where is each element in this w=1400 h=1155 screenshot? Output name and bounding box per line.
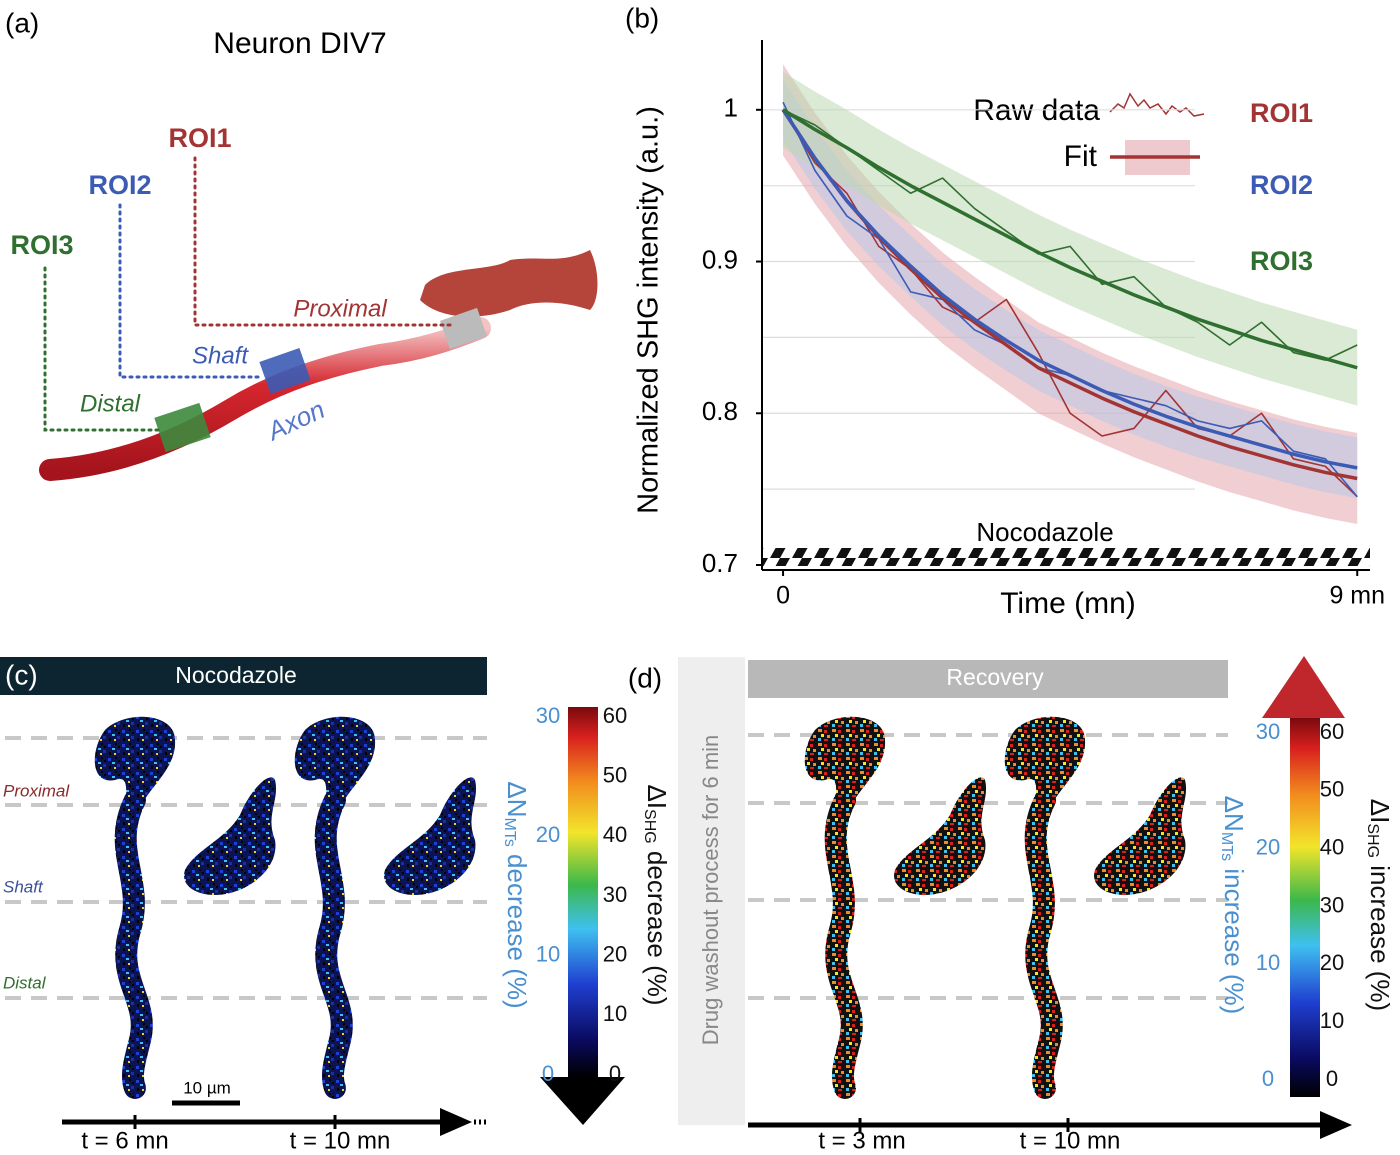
time-label: t = 6 mn (81, 1127, 168, 1154)
roi2-leader (118, 203, 264, 379)
legend-label: ROI1 (1250, 98, 1313, 128)
raw-data-line (782, 109, 1358, 498)
header-bar (48, 657, 487, 695)
header-bar (748, 660, 1228, 698)
time-arrow (440, 1108, 472, 1136)
panel-b: (b) Normalized SHG intensity (a.u.) Time… (625, 2, 1370, 620)
roi-label: ROI1 (168, 123, 231, 153)
header-text: Recovery (946, 664, 1044, 690)
colorbar-tick-label: 20 (1256, 834, 1280, 859)
colorbar-tick-label: 0 (542, 1061, 554, 1086)
colorbar-tick-label: 60 (603, 703, 627, 728)
confidence-band (783, 71, 1358, 406)
fit-line (782, 108, 1358, 370)
time-arrow (1320, 1111, 1352, 1139)
roi1-leader (193, 156, 457, 327)
y-tick-label: 0.8 (702, 396, 738, 426)
panel-a: (a) Neuron DIV7 ROI1 ROI2 ROI3 Proximal … (5, 7, 598, 481)
washout-bar (678, 657, 745, 1125)
soma (420, 250, 598, 317)
region-label: Distal (3, 973, 47, 992)
legend-raw-swatch (1109, 92, 1205, 117)
axon-label: Axon (261, 394, 329, 447)
colorbar-tick-label: 10 (536, 941, 560, 966)
x-axis-label: Time (mn) (1000, 587, 1136, 620)
colorbar-tick-label: 20 (536, 822, 560, 847)
region-label: Distal (80, 390, 141, 417)
colorbar (568, 707, 598, 1077)
y-axis-label: Normalized SHG intensity (a.u.) (633, 106, 665, 514)
plot (762, 64, 1358, 525)
colorbar-tick-label: 50 (1320, 777, 1344, 802)
region-label: Proximal (293, 295, 387, 322)
scale-label: 10 µm (183, 1078, 231, 1097)
region-label: Shaft (192, 342, 249, 369)
panel-label: (a) (5, 7, 39, 38)
colorbar-tick-label: 60 (1320, 719, 1344, 744)
panel-label: (b) (625, 2, 659, 33)
panel-title: Neuron DIV7 (213, 27, 386, 60)
colorbar-label: ΔNMTs decrease (%) (501, 781, 532, 1008)
header-bar (0, 657, 48, 695)
roi3-cylinder (154, 402, 211, 453)
colorbar-arrow (540, 1077, 625, 1125)
colorbar-tick-label: 20 (1320, 950, 1344, 975)
colorbar-label: ΔISHG decrease (%) (641, 784, 672, 1005)
region-guides (748, 733, 1228, 1000)
fit-line (781, 108, 1358, 470)
shg-image (805, 717, 986, 1088)
colorbar-tick-label: 20 (603, 941, 627, 966)
colorbar-tick-label: 40 (1320, 834, 1344, 859)
colorbar-tick-label: 50 (603, 762, 627, 787)
colorbar-tick-label: 0 (609, 1061, 621, 1086)
legend-label: Raw data (973, 94, 1100, 127)
time-label: t = 10 mn (290, 1127, 391, 1154)
region-label: Shaft (3, 877, 44, 896)
time-label: t = 3 mn (818, 1127, 905, 1154)
roi1-cylinder (440, 307, 487, 350)
colorbar-tick-label: 10 (603, 1001, 627, 1026)
colorbar (1290, 718, 1320, 1097)
time-label: t = 10 mn (1020, 1127, 1121, 1154)
annotation: Nocodazole (976, 517, 1113, 547)
x-tick-label: 9 mn (1329, 582, 1385, 610)
region-label: Proximal (3, 781, 70, 800)
roi2-cylinder (259, 347, 311, 395)
panel-label: (c) (5, 659, 38, 690)
colorbar-tick-label: 30 (536, 703, 560, 728)
colorbar-label: ΔNMTs increase (%) (1218, 796, 1249, 1015)
colorbar-tick-label: 30 (1256, 719, 1280, 744)
shg-image (1005, 717, 1186, 1088)
panel-label: (d) (628, 662, 662, 693)
colorbar-tick-label: 0 (1326, 1066, 1338, 1091)
roi-label: ROI2 (88, 170, 151, 200)
y-tick-label: 0.7 (702, 548, 738, 578)
colorbar-label: ΔISHG increase (%) (1364, 799, 1395, 1011)
colorbar-tick-label: 30 (603, 882, 627, 907)
raw-data-line (782, 109, 1358, 361)
colorbar-tick-label: 10 (1320, 1008, 1344, 1033)
roi-label: ROI3 (10, 230, 73, 260)
washout-label: Drug washout process for 6 min (698, 735, 723, 1046)
legend-label: ROI3 (1250, 246, 1313, 276)
legend-label: ROI2 (1250, 170, 1313, 200)
roi3-leader (43, 266, 162, 432)
y-tick-label: 1 (724, 93, 738, 123)
drug-bar (762, 548, 1370, 566)
x-tick-label: 0 (776, 582, 790, 610)
colorbar-tick-label: 10 (1256, 950, 1280, 975)
legend-label: Fit (1064, 140, 1098, 173)
colorbar-tick-label: 0 (1262, 1066, 1274, 1091)
header-text: Nocodazole (175, 662, 296, 688)
colorbar-arrow (1262, 656, 1345, 718)
panel-d: (d) Drug washout process for 6 min Recov… (628, 656, 1395, 1154)
y-tick-label: 0.9 (702, 244, 738, 274)
panel-c: (c) (c) Nocodazole Proximal Shaft Distal… (0, 657, 672, 1154)
colorbar-tick-label: 30 (1320, 892, 1344, 917)
colorbar-tick-label: 40 (603, 822, 627, 847)
